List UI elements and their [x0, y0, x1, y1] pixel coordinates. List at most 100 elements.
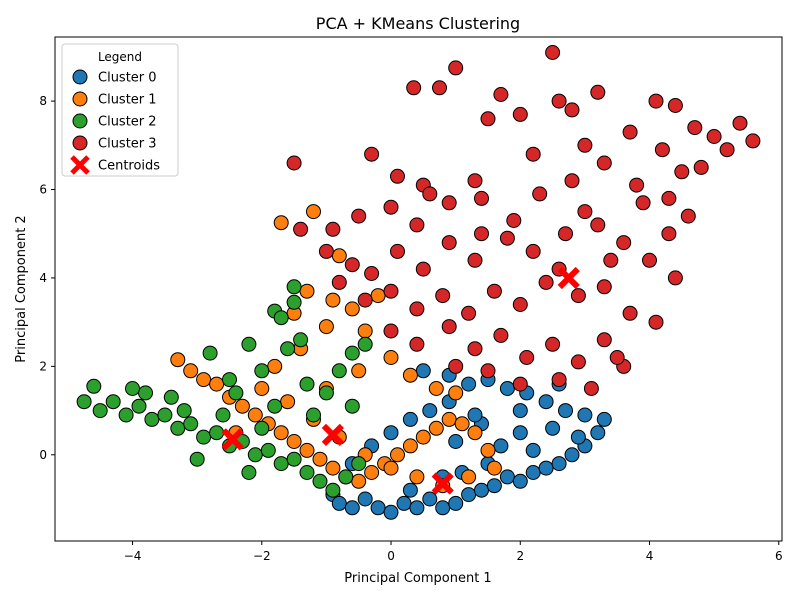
data-point	[183, 416, 199, 432]
data-point	[512, 376, 528, 392]
data-point	[493, 327, 509, 343]
data-point	[267, 358, 283, 374]
data-point	[415, 429, 431, 445]
data-point	[183, 363, 199, 379]
data-point	[493, 87, 509, 102]
data-point	[331, 495, 347, 511]
data-point	[667, 270, 683, 286]
data-point	[577, 204, 593, 220]
data-point	[351, 473, 367, 489]
data-point	[351, 363, 367, 379]
data-point	[674, 164, 690, 180]
legend-label: Cluster 0	[98, 71, 157, 86]
data-point	[325, 292, 341, 308]
legend-item: Cluster 2	[72, 113, 157, 130]
data-point	[519, 350, 535, 365]
data-point	[499, 381, 515, 396]
data-point	[558, 226, 573, 242]
data-point	[364, 146, 380, 162]
centroid-marker	[557, 266, 580, 290]
data-point	[364, 465, 380, 480]
data-point	[596, 155, 612, 171]
data-point	[512, 106, 528, 122]
data-point	[486, 460, 502, 476]
data-point	[648, 314, 664, 330]
data-point	[551, 372, 567, 388]
data-point	[131, 398, 147, 414]
data-point	[719, 142, 735, 158]
data-point	[486, 478, 502, 494]
data-point	[409, 500, 425, 516]
data-point	[209, 425, 225, 441]
data-point	[383, 460, 399, 476]
data-point	[344, 398, 360, 414]
data-point	[493, 438, 509, 454]
legend-title: Legend	[98, 50, 142, 64]
data-point	[215, 407, 231, 423]
data-point	[390, 243, 405, 259]
data-point	[415, 261, 431, 277]
legend-label: Cluster 3	[98, 137, 157, 152]
data-point	[635, 195, 651, 211]
data-point	[661, 190, 677, 206]
data-point	[241, 336, 257, 352]
data-point	[351, 208, 367, 224]
data-point	[461, 305, 477, 321]
data-point	[654, 142, 670, 158]
data-point	[441, 195, 457, 211]
data-point	[293, 332, 309, 348]
legend: Legend Cluster 0 Cluster 1 Cluster 2 Cluster…	[61, 43, 179, 177]
data-point	[480, 442, 496, 458]
data-point	[396, 495, 412, 511]
data-point	[441, 411, 457, 427]
data-point	[306, 407, 321, 423]
data-point	[512, 425, 528, 441]
data-point	[661, 226, 677, 242]
data-point	[461, 376, 477, 392]
data-point	[512, 297, 528, 312]
data-point	[286, 155, 302, 171]
data-point	[325, 482, 341, 498]
series-centroids	[221, 266, 580, 495]
centroid-marker	[431, 472, 454, 495]
legend-item: Cluster 1	[72, 91, 157, 108]
data-point	[551, 456, 567, 472]
centroid-marker	[321, 423, 344, 447]
y-axis: 0 2 4 6 8	[39, 94, 55, 462]
data-point	[118, 407, 134, 423]
data-point	[616, 235, 632, 251]
data-point	[448, 60, 464, 76]
data-point	[196, 429, 212, 445]
data-point	[402, 482, 418, 498]
legend-item: Cluster 0	[72, 69, 157, 86]
data-point	[532, 186, 548, 202]
data-point	[558, 403, 573, 419]
data-point	[273, 215, 289, 231]
data-point	[228, 385, 244, 401]
data-point	[590, 217, 606, 233]
legend-marker	[72, 69, 88, 85]
data-point	[364, 266, 380, 281]
data-point	[280, 394, 296, 410]
data-point	[299, 465, 315, 480]
data-point	[422, 491, 438, 507]
data-point	[331, 363, 347, 379]
x-axis-label: Principal Component 1	[344, 571, 491, 586]
data-point	[254, 420, 270, 436]
data-point	[622, 124, 638, 140]
data-point	[474, 482, 489, 498]
data-point	[170, 420, 186, 436]
data-point	[667, 98, 683, 113]
legend-marker	[72, 113, 88, 129]
data-point	[241, 465, 257, 480]
data-point	[474, 226, 489, 242]
data-point	[286, 434, 302, 449]
data-point	[383, 504, 399, 520]
data-point	[383, 350, 399, 365]
data-point	[260, 442, 276, 458]
data-point	[76, 394, 92, 410]
data-point	[512, 403, 528, 419]
data-point	[603, 252, 619, 268]
data-point	[202, 345, 218, 361]
data-point	[344, 257, 360, 273]
